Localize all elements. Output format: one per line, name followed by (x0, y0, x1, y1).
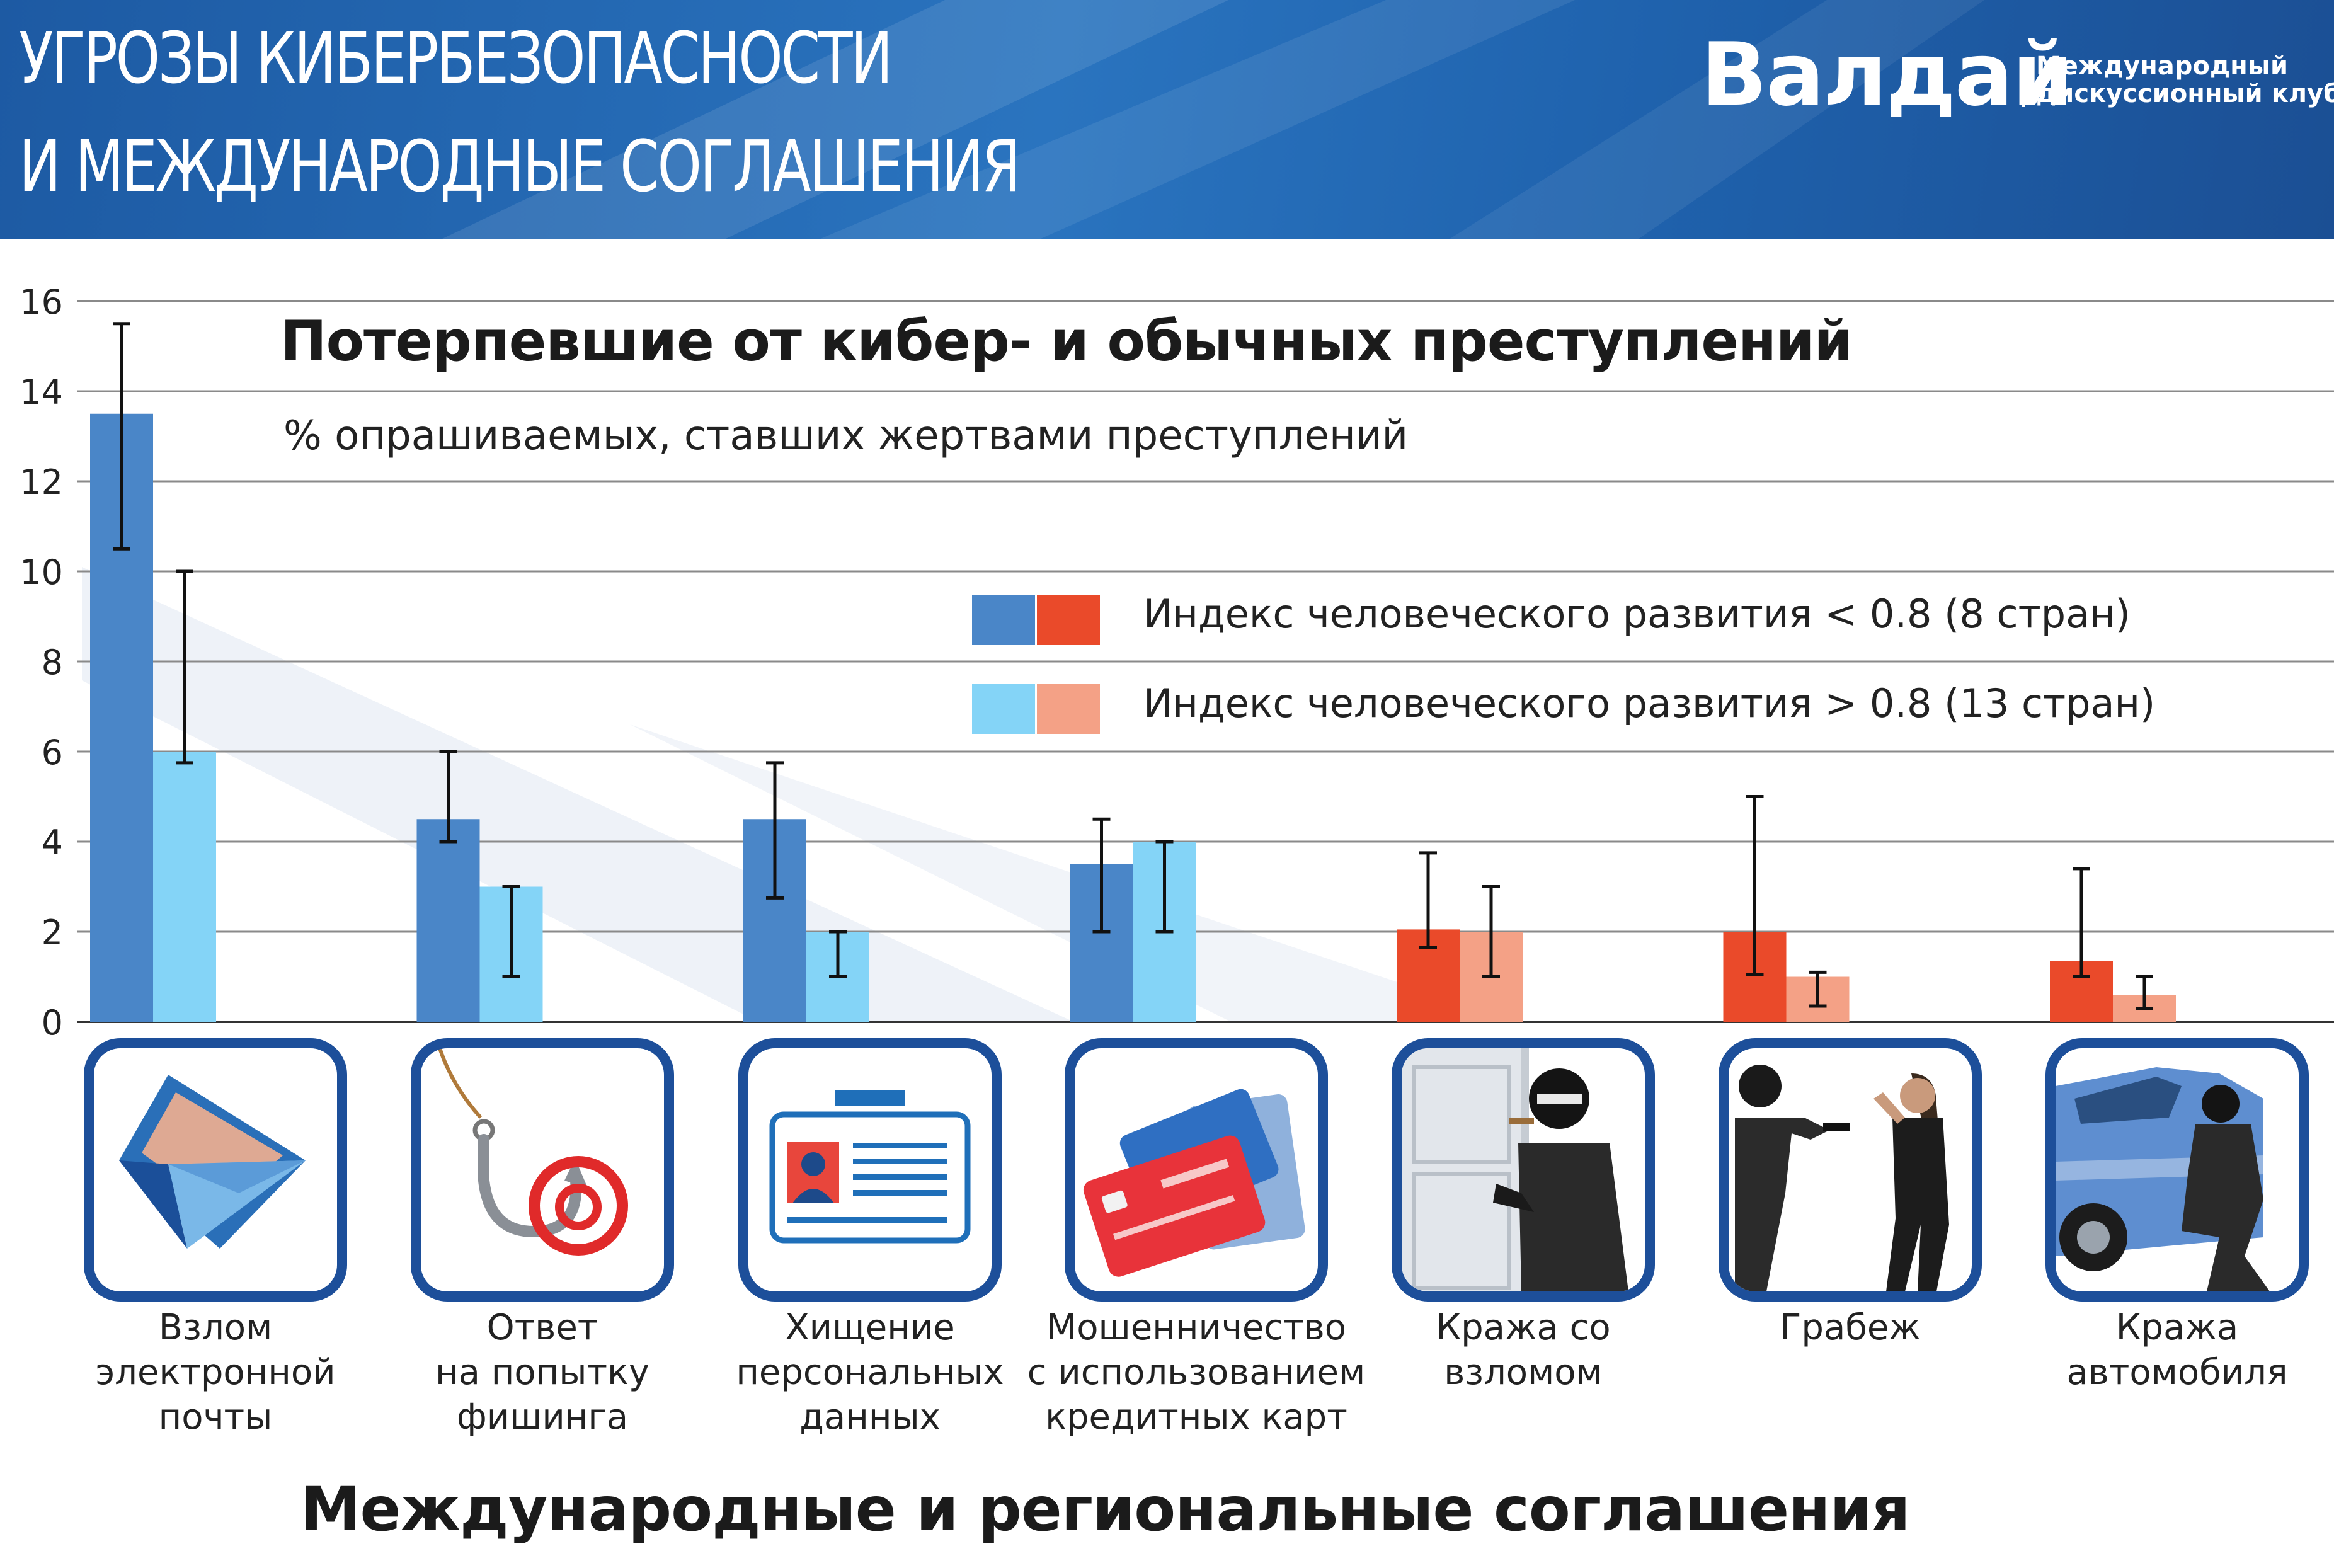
legend-swatch-conventional-0 (1037, 595, 1100, 645)
tile-credit-card-fraud (1065, 1038, 1328, 1302)
y-tick-label-0: 0 (42, 1003, 63, 1039)
y-tick-label-4: 4 (42, 823, 63, 862)
category-label-credit-card-fraud: Мошенничество с использованием кредитных… (1027, 1307, 1366, 1438)
brand-subtitle-line-2: дискуссионный клуб (2036, 79, 2334, 108)
category-label-car-theft: Кража автомобиля (2066, 1307, 2288, 1393)
credit-cards-icon (1083, 1089, 1305, 1277)
page-title-line-1: УГРОЗЫ КИБЕРБЕЗОПАСНОСТИ (19, 18, 893, 100)
agreements-section-title: Международные и региональные соглашения (300, 1474, 1910, 1545)
chart-subtitle: % опрашиваемых, ставших жертвами преступ… (283, 413, 1409, 459)
tile-email-hacking (84, 1038, 347, 1302)
robbery-icon (1735, 1065, 1949, 1291)
phishing-hook-icon (438, 1048, 628, 1256)
page-title-line-2: И МЕЖДУНАРОДНЫЕ СОГЛАШЕНИЯ (19, 126, 1021, 208)
brand-subtitle-line-1: Международный (2036, 52, 2288, 81)
tile-robbery (1719, 1038, 1982, 1302)
category-label-phishing: Ответ на попытку фишинга (435, 1307, 650, 1438)
tile-phishing (411, 1038, 674, 1302)
legend-entry-high-hdi: Индекс человеческого развития > 0.8 (13 … (1143, 680, 2156, 726)
legend-swatch-cyber-1 (972, 684, 1035, 734)
category-label-email-hacking: Взлом электронной почты (95, 1307, 336, 1438)
legend-entry-low-hdi: Индекс человеческого развития < 0.8 (8 с… (1143, 591, 2131, 637)
bar-1-series-0 (416, 819, 480, 1022)
bar-chart: 0 2 4 6 8 10 12 14 16 (20, 282, 2334, 1039)
y-tick-label-10: 10 (20, 552, 63, 592)
y-tick-label-16: 16 (20, 282, 63, 322)
tile-personal-data-theft (738, 1038, 1002, 1302)
chart-title: Потерпевшие от кибер- и обычных преступл… (280, 309, 1853, 374)
header-banner: УГРОЗЫ КИБЕРБЕЗОПАСНОСТИ И МЕЖДУНАРОДНЫЕ… (0, 0, 2334, 239)
envelope-icon (119, 1075, 306, 1249)
y-tick-label-14: 14 (20, 372, 63, 412)
y-tick-label-6: 6 (42, 733, 63, 772)
legend-swatches (972, 595, 1100, 734)
bar-0-series-1 (153, 752, 216, 1022)
y-tick-label-8: 8 (42, 643, 63, 682)
brand-separator (2022, 58, 2025, 107)
tile-burglary (1392, 1038, 1655, 1302)
header-light-rays (441, 0, 1984, 239)
category-label-robbery: Грабеж (1780, 1307, 1921, 1348)
burglar-door-icon (1402, 1048, 1628, 1291)
tile-car-theft (2045, 1038, 2309, 1302)
car-thief-icon (2056, 1067, 2270, 1291)
error-bars (113, 322, 2153, 1010)
y-axis-ticks: 0 2 4 6 8 10 12 14 16 (20, 282, 63, 1039)
brand-logo-name: Валдай (1701, 24, 2073, 125)
category-label-personal-data-theft: Хищение персональных данных (736, 1307, 1004, 1438)
y-tick-label-2: 2 (42, 913, 63, 953)
category-label-burglary: Кража со взломом (1436, 1307, 1611, 1393)
legend-swatch-cyber-0 (972, 595, 1035, 645)
legend-swatch-conventional-1 (1037, 684, 1100, 734)
id-card-icon (769, 1090, 971, 1244)
y-tick-label-12: 12 (20, 462, 63, 502)
grid-lines (77, 300, 2334, 1023)
